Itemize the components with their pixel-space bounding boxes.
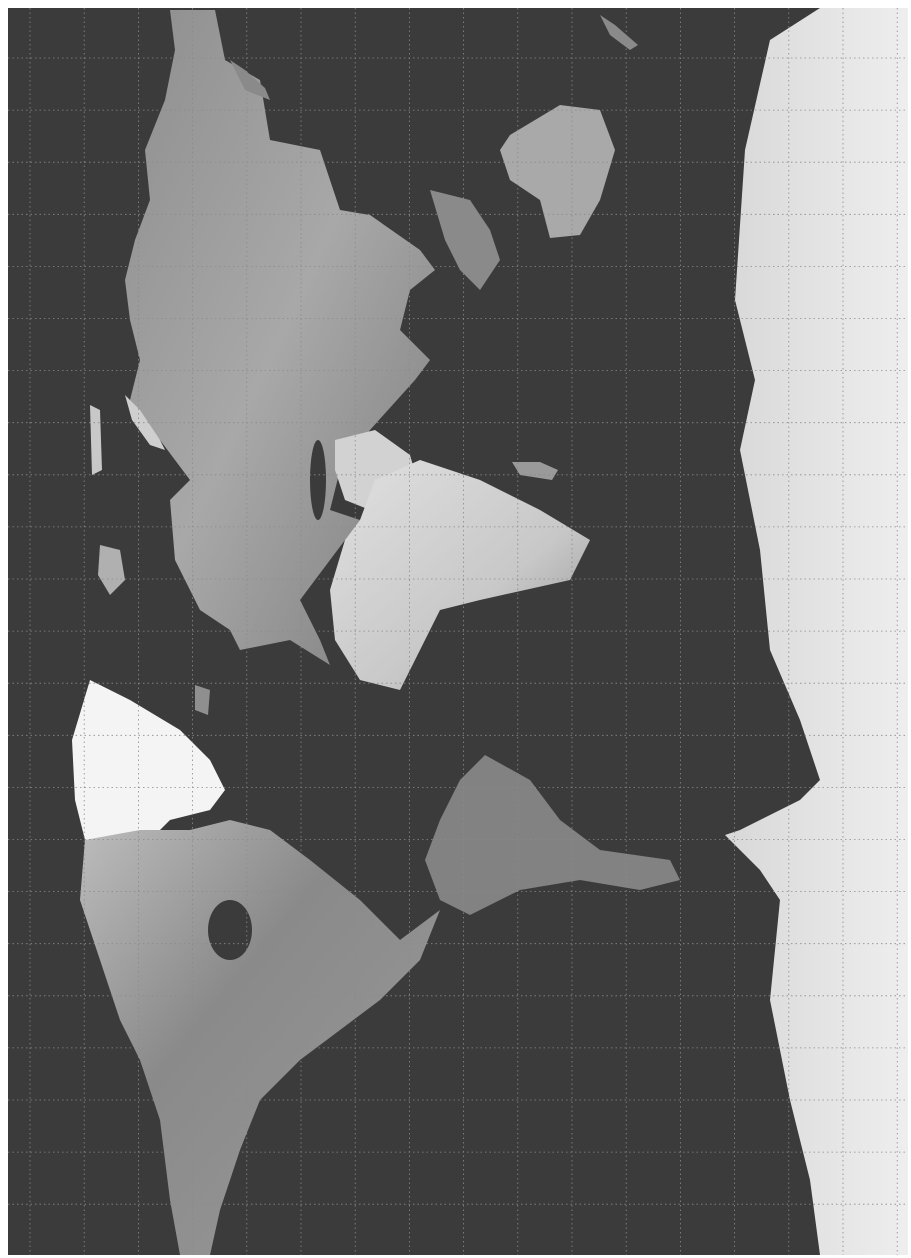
- mediterranean: [310, 440, 326, 520]
- madagascar: [512, 462, 558, 480]
- british-isles: [195, 685, 210, 715]
- graticule: [8, 8, 908, 1255]
- new-zealand: [600, 15, 638, 50]
- greenland: [72, 680, 225, 880]
- south-america: [425, 755, 680, 915]
- africa: [330, 460, 590, 690]
- north-america: [80, 820, 440, 1255]
- indonesia: [430, 190, 500, 290]
- eurasia: [125, 10, 435, 665]
- japan: [230, 60, 270, 100]
- landmasses: [72, 8, 908, 1255]
- hudson-bay: [208, 900, 252, 960]
- novaya-zemlya: [125, 395, 165, 450]
- antarctica: [725, 8, 908, 1255]
- australia: [500, 105, 615, 238]
- iceland: [98, 545, 125, 595]
